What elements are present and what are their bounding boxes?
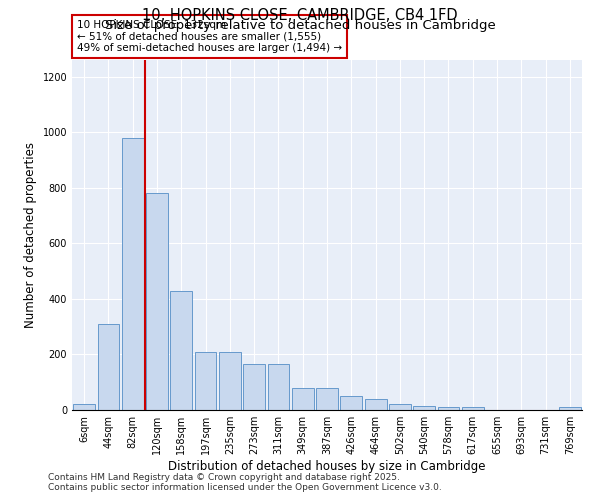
Bar: [194, 352, 217, 410]
Bar: [340, 396, 362, 410]
Text: 10 HOPKINS CLOSE: 132sqm
← 51% of detached houses are smaller (1,555)
49% of sem: 10 HOPKINS CLOSE: 132sqm ← 51% of detach…: [77, 20, 342, 53]
Bar: [73, 404, 95, 410]
Bar: [389, 404, 411, 410]
Text: Contains HM Land Registry data © Crown copyright and database right 2025.
Contai: Contains HM Land Registry data © Crown c…: [48, 473, 442, 492]
Bar: [243, 364, 265, 410]
X-axis label: Distribution of detached houses by size in Cambridge: Distribution of detached houses by size …: [168, 460, 486, 473]
Y-axis label: Number of detached properties: Number of detached properties: [24, 142, 37, 328]
Bar: [268, 364, 289, 410]
Bar: [122, 138, 143, 410]
Text: 10, HOPKINS CLOSE, CAMBRIDGE, CB4 1FD: 10, HOPKINS CLOSE, CAMBRIDGE, CB4 1FD: [142, 8, 458, 22]
Bar: [413, 406, 435, 410]
Bar: [292, 388, 314, 410]
Bar: [219, 352, 241, 410]
Bar: [316, 388, 338, 410]
Text: Size of property relative to detached houses in Cambridge: Size of property relative to detached ho…: [104, 19, 496, 32]
Bar: [559, 407, 581, 410]
Bar: [97, 324, 119, 410]
Bar: [170, 290, 192, 410]
Bar: [437, 407, 460, 410]
Bar: [365, 400, 386, 410]
Bar: [462, 407, 484, 410]
Bar: [146, 194, 168, 410]
